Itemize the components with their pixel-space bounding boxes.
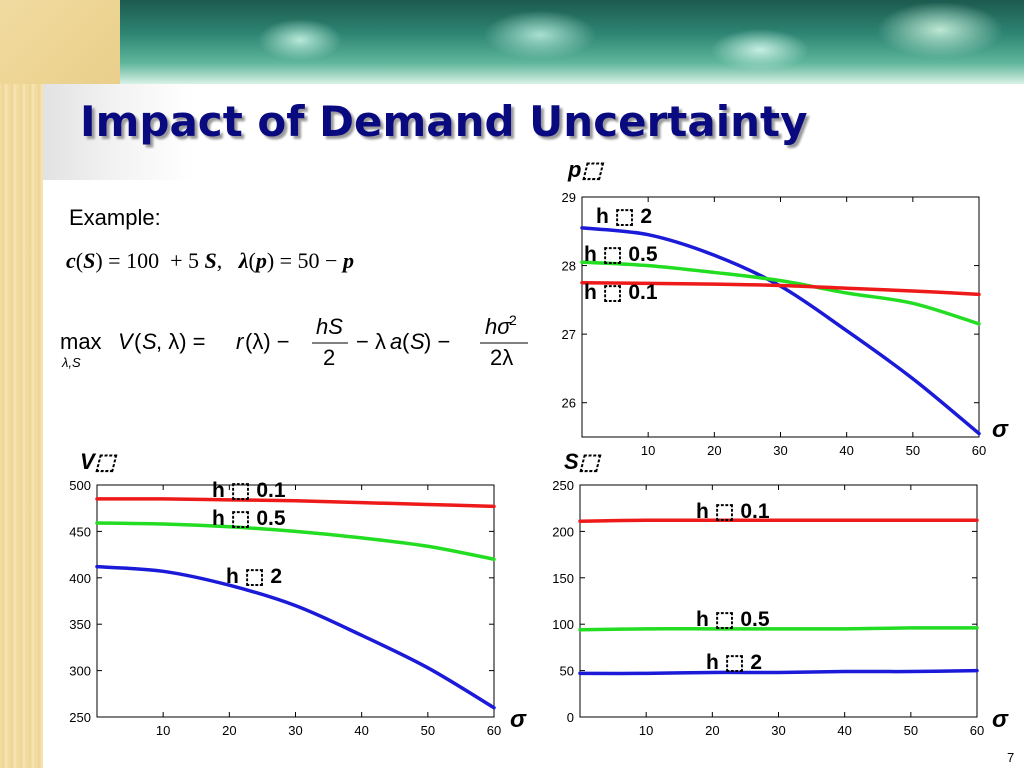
y-tick-label: 26 [562, 396, 576, 411]
cost-demand-formula: c(S) = 100 + 5 S, λ(p) = 50 − p [66, 248, 354, 273]
slide-title: Impact of Demand Uncertainty [80, 97, 808, 146]
title-background-band [43, 84, 193, 180]
page-number: 7 [1007, 750, 1015, 765]
series-line [580, 280, 981, 297]
y-tick-label: 450 [69, 524, 91, 539]
svg-text:max: max [60, 329, 102, 354]
x-tick-label: 40 [837, 723, 851, 738]
x-tick-label: 10 [639, 723, 653, 738]
x-tick-label: 20 [707, 443, 721, 455]
series-label: h ⬚ 0.5 [696, 608, 770, 631]
series-label: h ⬚ 0.1 [212, 479, 286, 502]
svg-text:) −: ) − [424, 329, 450, 354]
x-tick-label: 20 [222, 723, 236, 738]
example-label: Example: [69, 205, 161, 230]
x-tick-label: 40 [354, 723, 368, 738]
x-tick-label: 60 [487, 723, 501, 738]
plot-frame [96, 484, 495, 718]
objective-formula: max λ,S V (S, λ) = r (λ) − hS 2 − λ a(S) −… [60, 312, 528, 370]
svg-text:V: V [118, 329, 135, 354]
svg-text:hσ: hσ [485, 314, 511, 339]
y-tick-label: 0 [567, 710, 574, 725]
svg-text:, λ) =: , λ) = [156, 329, 206, 354]
y-tick-label: 300 [69, 664, 91, 679]
value-chart: 250 300 350 400 450 500 10 20 30 40 50 60 V⬚ σ h ⬚ 0.1… [69, 449, 527, 738]
svg-text:hS: hS [316, 314, 343, 339]
x-axis-label: σ [992, 706, 1009, 733]
y-axis-label: p⬚ [567, 157, 604, 182]
x-tick-label: 30 [288, 723, 302, 738]
y-tick-label: 350 [69, 617, 91, 632]
svg-text:(λ) −: (λ) − [245, 329, 290, 354]
x-tick-label: 30 [771, 723, 785, 738]
series-line [578, 668, 979, 676]
y-axis-label: V⬚ [80, 449, 118, 474]
series-line [95, 497, 496, 509]
y-tick-label: 28 [562, 259, 576, 274]
x-tick-label: 30 [773, 443, 787, 455]
svg-text:2: 2 [509, 312, 517, 328]
series-label: h ⬚ 2 [226, 565, 282, 588]
y-tick-label: 500 [69, 478, 91, 493]
svg-text:r: r [236, 329, 245, 354]
x-tick-label: 10 [641, 443, 655, 455]
y-tick-label: 250 [69, 710, 91, 725]
series-label: h ⬚ 0.5 [584, 243, 658, 266]
x-tick-label: 40 [839, 443, 853, 455]
y-tick-label: 250 [552, 478, 574, 493]
series-label: h ⬚ 0.1 [696, 500, 770, 523]
x-axis-label: σ [510, 706, 527, 733]
svg-text:λ,S: λ,S [61, 355, 81, 370]
svg-text:S: S [410, 329, 425, 354]
y-tick-label: 400 [69, 571, 91, 586]
y-axis-label: S⬚ [564, 449, 602, 474]
decorative-top-banner [120, 0, 1024, 84]
series-line [95, 521, 496, 561]
x-tick-label: 50 [906, 443, 920, 455]
y-tick-label: 100 [552, 617, 574, 632]
y-tick-label: 150 [552, 571, 574, 586]
x-tick-label: 50 [421, 723, 435, 738]
x-tick-label: 60 [972, 443, 986, 455]
capacity-chart: 0 50 100 150 200 250 10 20 30 40 50 60 S⬚ σ h ⬚ 0.1 h ⬚… [552, 449, 1009, 738]
x-tick-label: 60 [970, 723, 984, 738]
series-line [95, 564, 496, 710]
series-label: h ⬚ 2 [596, 205, 652, 228]
x-axis-label: σ [992, 416, 1009, 443]
y-tick-label: 27 [562, 327, 576, 342]
y-tick-label: 200 [552, 524, 574, 539]
svg-text:(: ( [402, 329, 410, 354]
x-tick-label: 50 [904, 723, 918, 738]
series-line [580, 260, 981, 326]
svg-text:a: a [390, 329, 402, 354]
svg-text:2: 2 [323, 345, 335, 370]
y-tick-label: 50 [560, 664, 574, 679]
svg-text:S: S [142, 329, 157, 354]
series-label: h ⬚ 0.5 [212, 507, 286, 530]
series-line [578, 626, 979, 632]
series-line [578, 518, 979, 523]
decorative-top-left-block [0, 0, 120, 84]
series-label: h ⬚ 0.1 [584, 281, 658, 304]
svg-text:− λ: − λ [356, 329, 386, 354]
x-tick-label: 20 [705, 723, 719, 738]
decorative-left-strip [0, 0, 43, 768]
x-tick-label: 10 [156, 723, 170, 738]
series-label: h ⬚ 2 [706, 651, 762, 674]
price-chart: 26 27 28 29 10 20 30 40 50 60 p⬚ σ h ⬚ 2 h ⬚ 0.5 h ⬚ 0… [562, 157, 1009, 455]
svg-text:(: ( [134, 329, 142, 354]
svg-text:2λ: 2λ [490, 345, 513, 370]
y-tick-label: 29 [562, 190, 576, 205]
